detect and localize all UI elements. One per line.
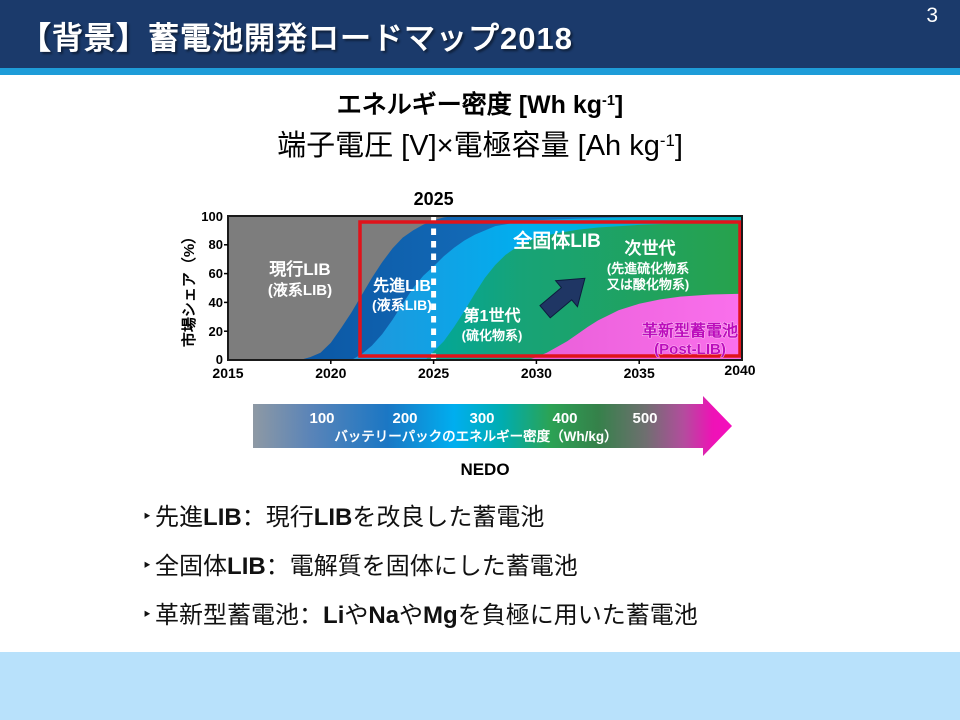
label-post-lib: 革新型蓄電池 bbox=[642, 321, 738, 340]
definitions-list: ‣ 先進LIB：現行LIBを改良した蓄電池 ‣ 全固体LIB：電解質を固体にした蓄電… bbox=[142, 494, 862, 641]
header-bar: 【背景】蓄電池開発ロードマップ2018 3 bbox=[0, 0, 960, 68]
y-tick-100: 100 bbox=[201, 209, 223, 224]
label-all-solid-lib: 全固体LIB bbox=[512, 229, 601, 252]
y-tick-0: 0 bbox=[216, 352, 223, 367]
x-tick-2025: 2025 bbox=[418, 365, 449, 381]
plot-border bbox=[227, 215, 743, 361]
x-tick-2015: 2015 bbox=[212, 365, 243, 381]
label-next-gen-sub2: 又は酸化物系) bbox=[606, 277, 689, 292]
scale-caption: バッテリーパックのエネルギー密度（Wh/kg） bbox=[334, 428, 617, 444]
accent-strip bbox=[0, 68, 960, 75]
marker-year-label: 2025 bbox=[414, 189, 454, 209]
label-advanced-lib-sub: (液系LIB) bbox=[372, 297, 432, 313]
red-target-box bbox=[358, 220, 742, 358]
label-current-lib: 現行LIB bbox=[269, 259, 330, 279]
scale-tick-100: 100 bbox=[309, 410, 334, 427]
scale-tick-300: 300 bbox=[469, 410, 494, 427]
scale-tick-500: 500 bbox=[632, 410, 657, 427]
formula-line-voltage-capacity: 端子電圧 [V]×電極容量 [Ah kg-1] bbox=[277, 130, 683, 162]
label-post-lib-sub: (Post-LIB) bbox=[654, 341, 726, 358]
label-next-gen-sub1: (先進硫化物系 bbox=[607, 261, 689, 276]
roadmap-chart: 現行LIB (液系LIB) 先進LIB (液系LIB) 第1世代 (硫化物系) … bbox=[180, 189, 755, 381]
bullet-all-solid-lib: ‣ 全固体LIB：電解質を固体にした蓄電池 bbox=[142, 553, 578, 580]
source-credit: NEDO bbox=[460, 460, 510, 479]
energy-density-scale-arrow: 100 200 300 400 500 バッテリーパックのエネルギー密度（Wh/… bbox=[253, 396, 732, 456]
slide-title: 【背景】蓄電池開発ロードマップ2018 bbox=[20, 21, 573, 56]
scale-tick-400: 400 bbox=[552, 410, 577, 427]
y-tick-40: 40 bbox=[209, 295, 223, 310]
x-tick-2030: 2030 bbox=[521, 365, 552, 381]
label-first-gen: 第1世代 bbox=[464, 306, 521, 325]
y-tick-20: 20 bbox=[209, 324, 223, 339]
bullet-innovative-battery: ‣ 革新型蓄電池：LiやNaやMgを負極に用いた蓄電池 bbox=[142, 602, 698, 629]
page-number: 3 bbox=[926, 4, 938, 27]
region-post-lib bbox=[528, 293, 742, 360]
formula-line-energy-density: エネルギー密度 [Wh kg-1] bbox=[336, 91, 624, 119]
scale-tick-200: 200 bbox=[392, 410, 417, 427]
x-tick-2035: 2035 bbox=[624, 365, 655, 381]
label-current-lib-sub: (液系LIB) bbox=[268, 281, 332, 299]
formula-block: エネルギー密度 [Wh kg-1] 端子電圧 [V]×電極容量 [Ah kg-1… bbox=[0, 88, 960, 170]
transition-block-arrow-icon bbox=[539, 277, 586, 319]
bullet-advanced-lib: ‣ 先進LIB：現行LIBを改良した蓄電池 bbox=[142, 504, 545, 531]
footer-band bbox=[0, 652, 960, 720]
label-first-gen-sub: (硫化物系) bbox=[462, 328, 523, 343]
x-tick-2040: 2040 bbox=[724, 362, 755, 378]
label-advanced-lib: 先進LIB bbox=[373, 276, 431, 295]
y-tick-80: 80 bbox=[209, 237, 223, 252]
label-next-gen: 次世代 bbox=[625, 238, 676, 258]
gradient-arrow-shape bbox=[253, 396, 732, 456]
y-axis-label: 市場シェア（%） bbox=[180, 229, 198, 347]
y-tick-60: 60 bbox=[209, 266, 223, 281]
x-tick-2020: 2020 bbox=[315, 365, 346, 381]
